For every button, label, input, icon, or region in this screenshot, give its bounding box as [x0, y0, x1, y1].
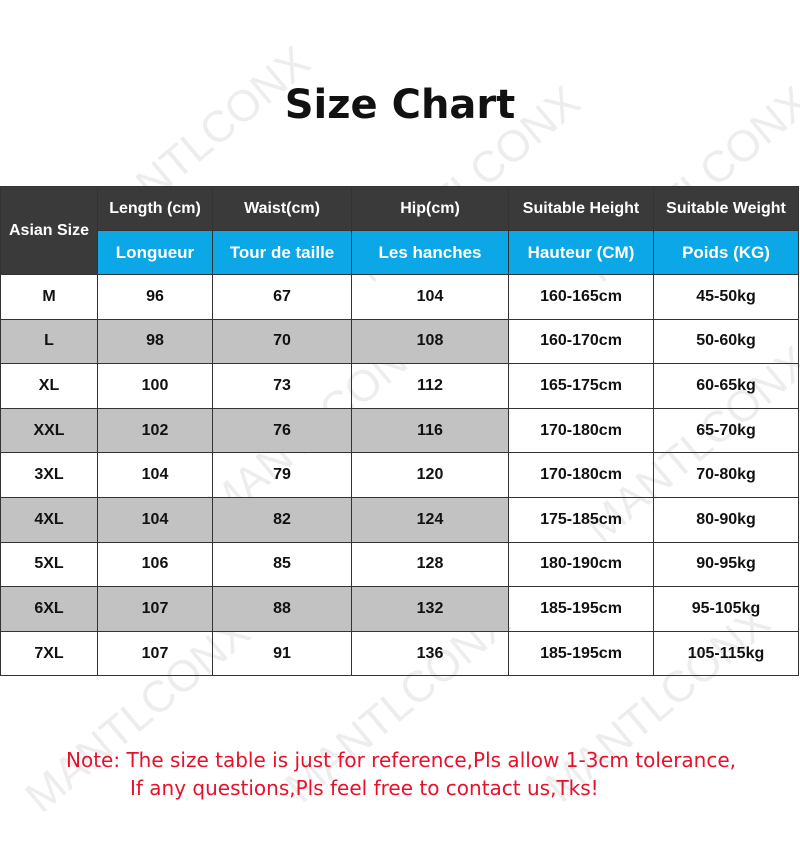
header-poids: Poids (KG) — [653, 230, 799, 275]
cell-size: 6XL — [0, 586, 98, 632]
table-row: XXL 102 76 116 170-180cm 65-70kg — [0, 407, 799, 454]
table-row: 7XL 107 91 136 185-195cm 105-115kg — [0, 630, 799, 677]
cell-height: 165-175cm — [508, 363, 654, 409]
header-height: Suitable Height — [508, 186, 654, 231]
cell-hip: 124 — [351, 496, 509, 543]
cell-weight: 90-95kg — [653, 541, 799, 588]
cell-waist: 76 — [212, 407, 352, 454]
cell-height: 170-180cm — [508, 407, 654, 454]
header-asian-size: Asian Size — [0, 186, 98, 275]
header-hauteur: Hauteur (CM) — [508, 230, 654, 275]
cell-height: 180-190cm — [508, 541, 654, 588]
cell-size: M — [0, 274, 98, 320]
cell-length: 107 — [97, 630, 213, 677]
cell-weight: 60-65kg — [653, 363, 799, 409]
cell-waist: 73 — [212, 363, 352, 409]
header-longueur: Longueur — [97, 230, 213, 275]
note-line-1: Note: The size table is just for referen… — [66, 748, 737, 772]
table-row: 6XL 107 88 132 185-195cm 95-105kg — [0, 586, 799, 632]
header-tour-de-taille: Tour de taille — [212, 230, 352, 275]
page-title: Size Chart — [284, 82, 516, 128]
cell-height: 170-180cm — [508, 452, 654, 498]
cell-length: 104 — [97, 452, 213, 498]
cell-length: 100 — [97, 363, 213, 409]
cell-length: 104 — [97, 496, 213, 543]
table-row: 3XL 104 79 120 170-180cm 70-80kg — [0, 452, 799, 498]
cell-hip: 108 — [351, 318, 509, 365]
cell-weight: 95-105kg — [653, 586, 799, 632]
cell-size: L — [0, 318, 98, 365]
header-waist: Waist(cm) — [212, 186, 352, 231]
cell-length: 96 — [97, 274, 213, 320]
cell-size: XL — [0, 363, 98, 409]
cell-hip: 112 — [351, 363, 509, 409]
cell-waist: 88 — [212, 586, 352, 632]
cell-size: 4XL — [0, 496, 98, 543]
cell-height: 175-185cm — [508, 496, 654, 543]
size-table: Asian Size Length (cm) Waist(cm) Hip(cm)… — [0, 186, 799, 677]
cell-hip: 128 — [351, 541, 509, 588]
cell-hip: 104 — [351, 274, 509, 320]
cell-waist: 91 — [212, 630, 352, 677]
header-les-hanches: Les hanches — [351, 230, 509, 275]
cell-waist: 85 — [212, 541, 352, 588]
cell-weight: 105-115kg — [653, 630, 799, 677]
cell-size: 5XL — [0, 541, 98, 588]
header-length: Length (cm) — [97, 186, 213, 231]
table-row: XL 100 73 112 165-175cm 60-65kg — [0, 363, 799, 409]
note-line-2: If any questions,Pls feel free to contac… — [130, 776, 599, 800]
header-weight: Suitable Weight — [653, 186, 799, 231]
cell-weight: 50-60kg — [653, 318, 799, 365]
table-row: 4XL 104 82 124 175-185cm 80-90kg — [0, 496, 799, 543]
cell-waist: 70 — [212, 318, 352, 365]
cell-waist: 67 — [212, 274, 352, 320]
cell-size: 7XL — [0, 630, 98, 677]
cell-hip: 120 — [351, 452, 509, 498]
cell-weight: 80-90kg — [653, 496, 799, 543]
header-hip: Hip(cm) — [351, 186, 509, 231]
table-row: L 98 70 108 160-170cm 50-60kg — [0, 318, 799, 365]
cell-size: XXL — [0, 407, 98, 454]
cell-hip: 116 — [351, 407, 509, 454]
cell-length: 102 — [97, 407, 213, 454]
table-row: 5XL 106 85 128 180-190cm 90-95kg — [0, 541, 799, 588]
cell-hip: 136 — [351, 630, 509, 677]
cell-weight: 45-50kg — [653, 274, 799, 320]
cell-hip: 132 — [351, 586, 509, 632]
cell-height: 185-195cm — [508, 586, 654, 632]
header-row-fr: Longueur Tour de taille Les hanches Haut… — [1, 230, 799, 275]
cell-waist: 79 — [212, 452, 352, 498]
cell-height: 185-195cm — [508, 630, 654, 677]
cell-waist: 82 — [212, 496, 352, 543]
cell-size: 3XL — [0, 452, 98, 498]
cell-length: 98 — [97, 318, 213, 365]
header-row-en: Asian Size Length (cm) Waist(cm) Hip(cm)… — [0, 186, 799, 275]
table-row: M 96 67 104 160-165cm 45-50kg — [0, 274, 799, 320]
cell-height: 160-170cm — [508, 318, 654, 365]
cell-weight: 70-80kg — [653, 452, 799, 498]
cell-length: 107 — [97, 586, 213, 632]
cell-height: 160-165cm — [508, 274, 654, 320]
cell-length: 106 — [97, 541, 213, 588]
cell-weight: 65-70kg — [653, 407, 799, 454]
